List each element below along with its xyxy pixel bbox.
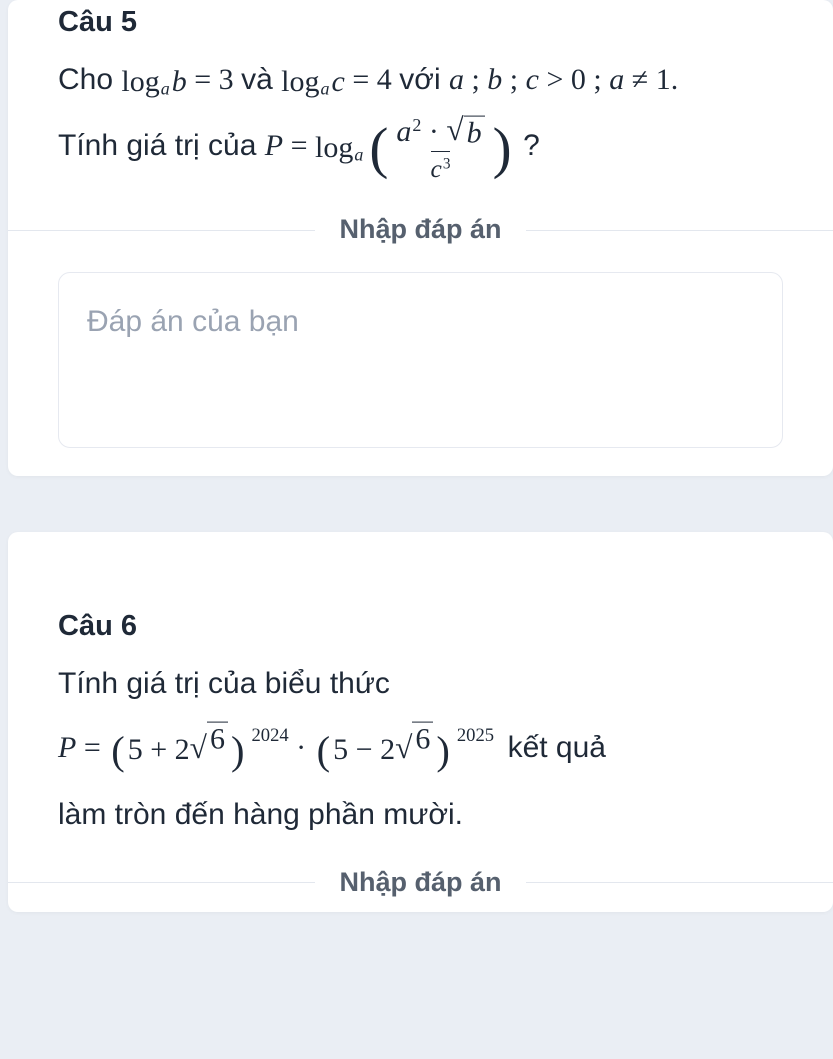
log-ac: logac — [281, 55, 345, 109]
question-line-3: làm tròn đến hàng phần mười. — [58, 788, 833, 842]
log-base: a — [321, 72, 330, 104]
radicand: 6 — [207, 722, 228, 779]
log-base: a — [354, 138, 363, 170]
ne1: ≠ 1. — [624, 63, 678, 96]
text-compute: Tính giá trị của — [58, 129, 265, 162]
dot: · — [296, 731, 314, 764]
var-a: a — [609, 63, 624, 96]
log-fn: log — [315, 121, 353, 175]
question-line-2: P = ( 5 + 2 √ 6 ) 2024 · ( 5 — [58, 721, 833, 778]
radicand: b — [464, 116, 485, 150]
eq-4: = 4 — [352, 63, 391, 96]
base-1: ( 5 + 2 √ 6 ) — [108, 721, 247, 778]
log-fn: log — [281, 55, 319, 109]
sqrt-6: √ 6 — [190, 721, 228, 778]
answer-header: Nhập đáp án — [8, 208, 833, 252]
factor-2: ( 5 − 2 √ 6 ) 2025 — [314, 721, 494, 778]
dot: · — [429, 115, 447, 148]
log-expr: loga ( a2 · √ b c3 ) — [315, 115, 516, 182]
exp-2025: 2025 — [457, 720, 494, 753]
log-base: a — [161, 72, 170, 104]
log-arg: c — [332, 55, 345, 109]
sqrt-icon: √ — [446, 114, 463, 148]
eq: = — [291, 129, 315, 162]
var-a: a — [449, 63, 464, 96]
sep: ; — [502, 63, 525, 96]
question-body: Câu 6 Tính giá trị của biểu thức P = ( 5… — [8, 532, 833, 852]
question-title: Câu 5 — [58, 6, 833, 39]
log-arg: b — [172, 55, 187, 109]
question-line-1: Cho logab = 3 và logac = 4 với a ; b ; c… — [58, 53, 833, 109]
sep: ; — [464, 63, 487, 96]
exp-2024: 2024 — [251, 720, 288, 753]
factor-1: ( 5 + 2 √ 6 ) 2024 — [108, 721, 288, 778]
question-title: Câu 6 — [58, 610, 833, 643]
base-2: ( 5 − 2 √ 6 ) — [314, 721, 453, 778]
denominator: c3 — [431, 151, 451, 182]
text-and: và — [241, 63, 281, 96]
answer-placeholder: Đáp án của bạn — [87, 305, 299, 339]
qmark: ? — [523, 129, 540, 162]
text-with: với — [399, 63, 449, 96]
answer-header-text: Nhập đáp án — [315, 867, 525, 898]
question-card-6: Câu 6 Tính giá trị của biểu thức P = ( 5… — [8, 532, 833, 912]
exp-3: 3 — [443, 157, 451, 172]
text-cho: Cho — [58, 63, 121, 96]
fraction: a2 · √ b c3 — [396, 115, 484, 182]
question-line-2: Tính giá trị của P = loga ( a2 · √ b — [58, 115, 833, 182]
sqrt-b: √ b — [446, 115, 484, 149]
radicand: 6 — [412, 722, 433, 779]
sqrt-icon: √ — [190, 720, 207, 777]
answer-input[interactable]: Đáp án của bạn — [58, 272, 783, 448]
answer-header-text: Nhập đáp án — [315, 214, 525, 245]
numerator: a2 · √ b — [396, 115, 484, 151]
eq: = — [84, 731, 108, 764]
var-P: P — [265, 129, 283, 162]
question-body: Câu 5 Cho logab = 3 và logac = 4 với a ;… — [8, 0, 833, 200]
var-a: a — [396, 115, 411, 148]
sqrt-6: √ 6 — [395, 721, 433, 778]
text-5p2: 5 + 2 — [128, 723, 190, 777]
log-ab: logab — [121, 55, 186, 109]
var-c: c — [431, 154, 442, 183]
gt0: > 0 ; — [539, 63, 609, 96]
exp-2: 2 — [412, 116, 421, 134]
var-b: b — [487, 63, 502, 96]
var-c: c — [526, 63, 539, 96]
eq-3: = 3 — [194, 63, 233, 96]
text-5m2: 5 − 2 — [333, 723, 395, 777]
sqrt-icon: √ — [395, 720, 412, 777]
question-card-5: Câu 5 Cho logab = 3 và logac = 4 với a ;… — [8, 0, 833, 476]
question-line-1: Tính giá trị của biểu thức — [58, 657, 833, 711]
log-fn: log — [121, 55, 159, 109]
answer-header: Nhập đáp án — [8, 860, 833, 904]
var-P: P — [58, 731, 76, 764]
text-result: kết quả — [508, 731, 606, 764]
